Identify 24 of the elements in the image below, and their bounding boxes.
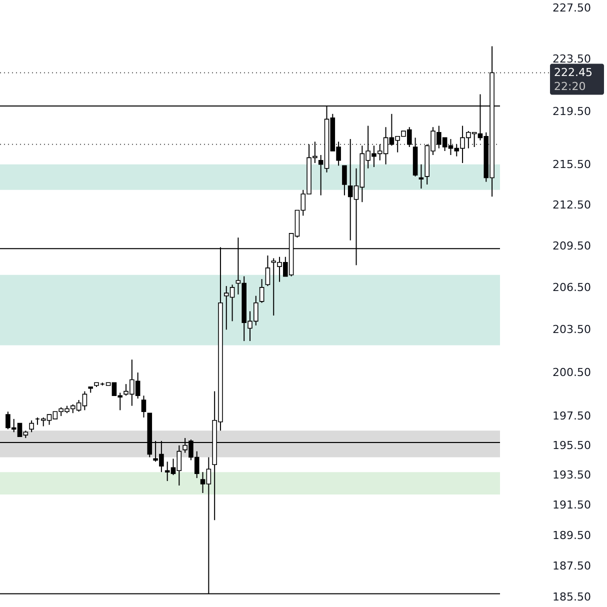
y-tick-label: 185.50 xyxy=(552,590,591,604)
y-tick-label: 227.50 xyxy=(552,2,591,14)
candlestick xyxy=(342,165,347,196)
y-tick-label: 195.50 xyxy=(552,438,591,452)
y-tick-label: 212.50 xyxy=(552,198,591,212)
candlestick xyxy=(418,164,424,190)
text: 22:20 xyxy=(554,80,586,93)
y-tick-label: 189.50 xyxy=(552,528,591,542)
candlestick xyxy=(29,420,34,433)
candlestick xyxy=(259,278,264,304)
y-tick-label: 206.50 xyxy=(552,280,591,294)
y-tick-label: 219.50 xyxy=(552,104,591,118)
y-tick-label: 215.50 xyxy=(552,158,591,171)
y-tick-label: 187.50 xyxy=(552,559,591,572)
y-tick-label: 200.50 xyxy=(552,366,591,380)
y-tick-label: 203.50 xyxy=(552,323,591,336)
y-tick-label: 223.50 xyxy=(552,52,591,66)
y-tick-label: 197.50 xyxy=(552,410,591,423)
y-tick-label: 193.50 xyxy=(552,468,591,482)
candlestick xyxy=(141,395,146,418)
y-tick-label: 209.50 xyxy=(552,239,591,252)
candlestick xyxy=(265,254,270,287)
y-tick-label: 191.50 xyxy=(552,498,591,512)
ref-line-label: 222.45 xyxy=(554,66,592,79)
